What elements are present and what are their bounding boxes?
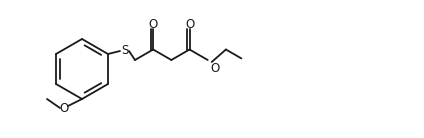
Text: O: O bbox=[59, 102, 69, 115]
Text: O: O bbox=[210, 63, 220, 75]
Text: O: O bbox=[148, 18, 158, 30]
Text: S: S bbox=[121, 43, 128, 56]
Text: O: O bbox=[185, 18, 194, 30]
